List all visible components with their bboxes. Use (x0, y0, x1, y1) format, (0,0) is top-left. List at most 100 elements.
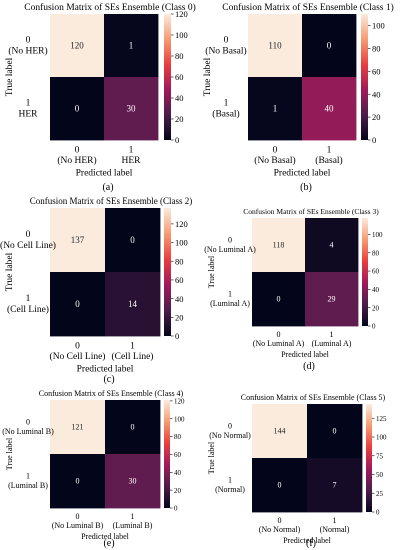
colorbar-tick-label-3: 60 (372, 66, 381, 76)
cell-value-r0-c1: 0 (333, 427, 337, 436)
y-tick-line: 0 (224, 36, 229, 46)
cell-value-r1-c1: 40 (325, 104, 335, 114)
colorbar-tick-label-3: 60 (372, 268, 380, 276)
x-tick-label-1: 1 (Cell Line) (112, 342, 154, 363)
colorbar-tick-label-3: 60 (174, 451, 182, 459)
x-tick-line: (Luminal A) (312, 339, 352, 348)
x-axis-label: Predicted label (77, 365, 134, 375)
y-tick-line: (Normal) (215, 485, 245, 494)
heatmap-cell-r1-c0 (252, 272, 306, 327)
colorbar-tick-label-1: 20 (175, 114, 184, 124)
y-tick-label-0: 0 (No Luminal B) (2, 418, 54, 437)
colorbar-tick-label-0: 0 (175, 135, 179, 145)
colorbar-tick-label-1: 20 (372, 304, 380, 312)
x-tick-label-1: 1 (Basal) (315, 146, 342, 167)
colorbar-tick-label-3: 75 (376, 452, 384, 460)
y-tick-label-1: 1 (Luminal A) (210, 290, 250, 309)
x-tick-line: (No Cell Line) (50, 351, 106, 362)
y-axis-label: True label (203, 57, 213, 96)
colorbar-tick-label-2: 40 (175, 93, 184, 103)
y-tick-line: (No Basal) (205, 46, 246, 57)
colorbar-tick-label-3: 60 (175, 72, 184, 82)
colorbar (362, 218, 368, 326)
y-tick-label-1: 1 (Normal) (215, 476, 245, 495)
y-tick-line: (Cell Line) (7, 304, 49, 315)
y-tick-label-0: 0 (No Normal) (209, 422, 251, 441)
cell-value-r1-c0: 0 (75, 299, 80, 309)
cell-value-r0-c1: 0 (131, 423, 135, 432)
cell-value-r1-c1: 30 (127, 104, 137, 114)
x-tick-label-0: 0 (No Luminal A) (253, 330, 305, 348)
heatmap-cell-r1-c1 (104, 77, 159, 141)
heatmap-cell-r1-c1 (305, 272, 359, 327)
x-tick-label-0: 0 (No Basal) (254, 146, 295, 167)
x-tick-label-0: 0 (No Normal) (259, 516, 301, 534)
cell-value-r0-c0: 121 (72, 423, 84, 432)
panel-title: Confusion Matrix of SEs Ensemble (Class … (222, 2, 394, 13)
colorbar-tick-label-2: 40 (174, 469, 182, 477)
cell-value-r0-c1: 0 (327, 41, 332, 51)
y-axis-label: True label (5, 252, 15, 291)
y-tick-label-0: 0 (No HER) (8, 36, 47, 57)
panel-caption: (a) (102, 182, 113, 193)
y-tick-line: 1 (26, 99, 31, 109)
cell-value-r0-c0: 110 (268, 41, 282, 51)
confusion-matrix-panel-3: Confusion Matrix of SEs Ensemble (Class … (204, 207, 383, 372)
x-tick-line: 1 (131, 512, 135, 521)
panel-title: Confusion Matrix of SEs Ensemble (Class … (24, 2, 196, 13)
x-tick-label-1: 1 (Luminal B) (113, 512, 153, 530)
cell-value-r1-c1: 14 (128, 299, 138, 309)
x-tick-line: 1 (130, 342, 135, 352)
y-tick-line: (No Normal) (209, 431, 251, 440)
y-tick-line: 1 (26, 472, 30, 481)
x-tick-label-1: 1 HER (122, 146, 142, 167)
cell-value-r1-c0: 0 (76, 477, 80, 486)
colorbar-tick-label-2: 40 (175, 294, 184, 304)
cell-value-r1-c1: 30 (129, 477, 137, 486)
panel-title: Confusion Matrix of SEs Ensemble (Class … (243, 207, 379, 216)
cell-value-r1-c1: 7 (333, 481, 337, 490)
x-axis-label: Predicted label (274, 169, 331, 179)
y-axis-label: True label (207, 441, 216, 474)
colorbar-tick-label-1: 20 (175, 312, 184, 322)
panel-title: Confusion Matrix of SEs Ensemble (Class … (39, 389, 184, 398)
heatmap-cell-r0-c1 (104, 14, 159, 78)
heatmap-cell-r1-c1 (307, 458, 363, 513)
heatmap-cell-r1-c1 (302, 77, 357, 141)
panel-caption: (e) (103, 538, 114, 549)
colorbar-tick-label-4: 80 (174, 433, 182, 441)
y-tick-label-1: 1 (Basal) (212, 99, 239, 120)
x-tick-line: 1 (333, 516, 337, 525)
cell-value-r1-c0: 0 (278, 481, 282, 490)
heatmap-cell-r1-c0 (50, 272, 106, 337)
colorbar-tick-label-5: 100 (174, 415, 185, 423)
colorbar-tick-label-6: 120 (174, 398, 185, 406)
x-tick-line: 1 (330, 330, 334, 339)
y-tick-line: 0 (26, 230, 31, 240)
cell-value-r1-c1: 29 (328, 295, 336, 304)
heatmap-cell-r0-c0 (248, 14, 303, 78)
x-tick-line: (No HER) (57, 155, 96, 166)
x-tick-line: (Basal) (315, 155, 342, 166)
x-tick-label-1: 1 (Normal) (320, 516, 350, 534)
y-tick-line: 0 (26, 418, 30, 427)
y-tick-line: (Luminal A) (210, 299, 250, 308)
heatmap-cell-r0-c1 (302, 14, 357, 78)
colorbar (164, 400, 170, 508)
y-axis-label: True label (5, 437, 14, 470)
y-tick-label-0: 0 (No Cell Line) (0, 230, 56, 251)
y-tick-line: 1 (26, 294, 31, 304)
y-tick-line: HER (19, 110, 39, 120)
colorbar-tick-label-5: 100 (372, 231, 383, 239)
y-tick-line: 1 (228, 290, 232, 299)
heatmap-cell-r1-c1 (105, 272, 161, 337)
panel-caption: (d) (303, 361, 315, 372)
heatmap-cell-r1-c0 (248, 77, 303, 141)
x-tick-label-1: 1 (Luminal A) (312, 330, 352, 348)
heatmap-cell-r0-c0 (252, 404, 308, 459)
colorbar-tick-label-4: 100 (376, 434, 387, 442)
cell-value-r0-c0: 144 (274, 427, 286, 436)
y-tick-label-0: 0 (No Luminal A) (204, 236, 256, 255)
x-tick-line: HER (122, 156, 142, 166)
x-tick-line: (No Basal) (254, 155, 295, 166)
